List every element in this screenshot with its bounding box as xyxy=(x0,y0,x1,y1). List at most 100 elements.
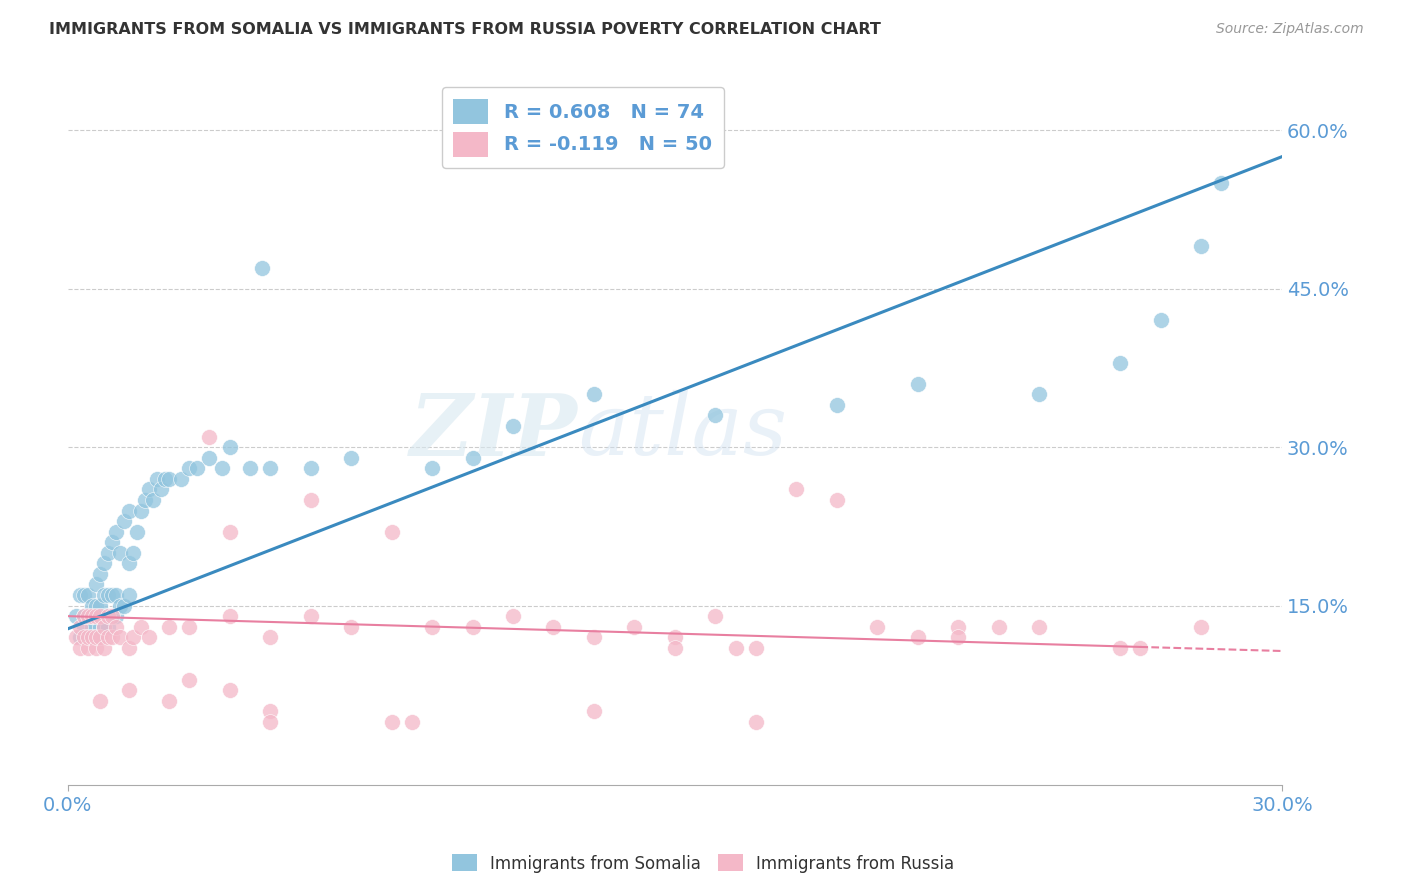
Point xyxy=(65,630,87,644)
Point xyxy=(105,609,128,624)
Point xyxy=(170,472,193,486)
Point xyxy=(121,546,143,560)
Point xyxy=(946,630,969,644)
Text: ZIP: ZIP xyxy=(411,390,578,473)
Point xyxy=(97,588,120,602)
Point xyxy=(461,620,484,634)
Point xyxy=(623,620,645,634)
Point xyxy=(129,620,152,634)
Point xyxy=(218,524,240,539)
Point xyxy=(89,566,111,581)
Point xyxy=(84,630,107,644)
Point xyxy=(1149,313,1171,327)
Point xyxy=(93,609,115,624)
Point xyxy=(84,609,107,624)
Point xyxy=(89,620,111,634)
Point xyxy=(117,683,139,698)
Point xyxy=(73,620,96,634)
Point xyxy=(101,609,124,624)
Point xyxy=(1109,356,1132,370)
Point xyxy=(664,630,686,644)
Point xyxy=(381,524,404,539)
Legend: R = 0.608   N = 74, R = -0.119   N = 50: R = 0.608 N = 74, R = -0.119 N = 50 xyxy=(441,87,724,169)
Point xyxy=(987,620,1010,634)
Point xyxy=(664,640,686,655)
Point xyxy=(105,524,128,539)
Point xyxy=(93,557,115,571)
Point xyxy=(84,609,107,624)
Point xyxy=(84,577,107,591)
Point xyxy=(198,450,221,465)
Point xyxy=(381,714,404,729)
Point xyxy=(1189,620,1212,634)
Point xyxy=(114,514,136,528)
Point xyxy=(73,630,96,644)
Point xyxy=(745,714,768,729)
Point xyxy=(461,450,484,465)
Point xyxy=(138,483,160,497)
Point xyxy=(543,620,565,634)
Point xyxy=(299,492,322,507)
Point xyxy=(1211,176,1233,190)
Point xyxy=(142,492,165,507)
Text: atlas: atlas xyxy=(578,390,787,473)
Point xyxy=(93,620,115,634)
Point xyxy=(179,461,201,475)
Point xyxy=(89,609,111,624)
Point xyxy=(97,546,120,560)
Point xyxy=(1028,387,1050,401)
Point xyxy=(125,524,148,539)
Point xyxy=(101,609,124,624)
Point xyxy=(77,630,100,644)
Point xyxy=(80,609,103,624)
Point xyxy=(93,588,115,602)
Point xyxy=(93,620,115,634)
Point xyxy=(299,609,322,624)
Point xyxy=(259,704,281,718)
Point xyxy=(134,492,156,507)
Point xyxy=(121,630,143,644)
Legend: Immigrants from Somalia, Immigrants from Russia: Immigrants from Somalia, Immigrants from… xyxy=(446,847,960,880)
Point xyxy=(69,640,91,655)
Point xyxy=(73,609,96,624)
Point xyxy=(101,535,124,549)
Point xyxy=(211,461,233,475)
Point xyxy=(420,620,443,634)
Point xyxy=(89,599,111,613)
Point xyxy=(1028,620,1050,634)
Point xyxy=(186,461,208,475)
Text: IMMIGRANTS FROM SOMALIA VS IMMIGRANTS FROM RUSSIA POVERTY CORRELATION CHART: IMMIGRANTS FROM SOMALIA VS IMMIGRANTS FR… xyxy=(49,22,882,37)
Text: Source: ZipAtlas.com: Source: ZipAtlas.com xyxy=(1216,22,1364,37)
Point xyxy=(93,640,115,655)
Point xyxy=(340,620,363,634)
Point xyxy=(117,503,139,517)
Point xyxy=(73,588,96,602)
Point xyxy=(157,472,180,486)
Point xyxy=(704,409,727,423)
Point xyxy=(77,630,100,644)
Point xyxy=(1129,640,1152,655)
Point xyxy=(138,630,160,644)
Point xyxy=(724,640,747,655)
Point xyxy=(80,609,103,624)
Point xyxy=(89,609,111,624)
Point xyxy=(97,630,120,644)
Point xyxy=(105,620,128,634)
Point xyxy=(89,630,111,644)
Point xyxy=(77,640,100,655)
Point xyxy=(117,588,139,602)
Point xyxy=(179,673,201,687)
Point xyxy=(340,450,363,465)
Point xyxy=(582,704,605,718)
Point xyxy=(110,546,132,560)
Point xyxy=(84,640,107,655)
Point xyxy=(157,620,180,634)
Point xyxy=(825,492,848,507)
Point xyxy=(77,609,100,624)
Point xyxy=(97,620,120,634)
Point xyxy=(785,483,807,497)
Point xyxy=(101,630,124,644)
Point xyxy=(1109,640,1132,655)
Point xyxy=(69,630,91,644)
Point xyxy=(89,693,111,707)
